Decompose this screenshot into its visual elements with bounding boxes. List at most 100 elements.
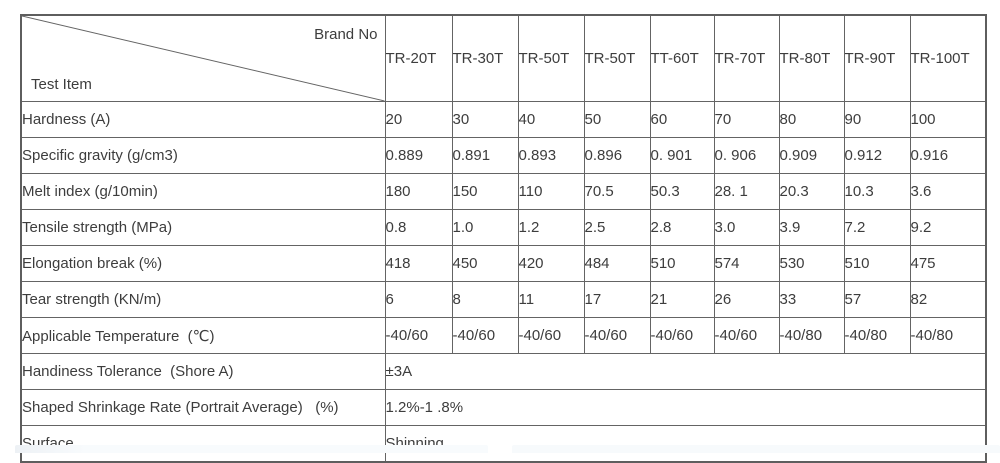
table-row: Tensile strength (MPa) 0.8 1.0 1.2 2.5 2.8 3.0… — [20, 209, 987, 246]
brand-column-header: TR-100T — [909, 14, 987, 102]
table-row-span: Shaped Shrinkage Rate (Portrait Average)… — [20, 389, 987, 426]
header-row: Brand No Test Item TR-20T TR-30T TR-50T TR-… — [20, 14, 987, 102]
cell-value: 574 — [713, 245, 780, 282]
table-body: Hardness (A) 20 30 40 50 60 70 80 90 100 Specific … — [20, 101, 987, 462]
row-label: Melt index (g/10min) — [20, 173, 386, 210]
cell-value: 70.5 — [583, 173, 651, 210]
cell-value: 82 — [909, 281, 987, 318]
span-cell-value: Shinning — [384, 425, 987, 462]
cell-value: 0.8 — [384, 209, 453, 246]
span-cell-value: 1.2%-1 .8% — [384, 389, 987, 426]
cell-value: 0.889 — [384, 137, 453, 174]
cell-value: 40 — [517, 101, 585, 138]
row-label: Handiness Tolerance (Shore A) — [20, 353, 386, 390]
cell-value: 530 — [778, 245, 845, 282]
cell-value: 60 — [649, 101, 715, 138]
cell-value: 0.893 — [517, 137, 585, 174]
cell-value: 70 — [713, 101, 780, 138]
cell-value: 180 — [384, 173, 453, 210]
cell-value: 110 — [517, 173, 585, 210]
cell-value: -40/80 — [909, 317, 987, 354]
brand-column-header: TR-50T — [517, 14, 585, 102]
cell-value: 6 — [384, 281, 453, 318]
cell-value: 20 — [384, 101, 453, 138]
cell-value: 0.896 — [583, 137, 651, 174]
cell-value: -40/60 — [451, 317, 519, 354]
cell-value: 11 — [517, 281, 585, 318]
cell-value: 33 — [778, 281, 845, 318]
cell-value: 2.5 — [583, 209, 651, 246]
cell-value: 0. 901 — [649, 137, 715, 174]
cell-value: 2.8 — [649, 209, 715, 246]
cell-value: 20.3 — [778, 173, 845, 210]
bottom-bar-left — [15, 445, 488, 453]
cell-value: 8 — [451, 281, 519, 318]
cell-value: 418 — [384, 245, 453, 282]
cell-value: 420 — [517, 245, 585, 282]
cell-value: -40/60 — [649, 317, 715, 354]
corner-header-cell: Brand No Test Item — [20, 14, 386, 102]
brand-column-header: TR-20T — [384, 14, 453, 102]
corner-test-item-label: Test Item — [31, 76, 92, 93]
cell-value: -40/60 — [713, 317, 780, 354]
cell-value: 80 — [778, 101, 845, 138]
table-row: Tear strength (KN/m) 6 8 11 17 21 26 33 57 82 — [20, 281, 987, 318]
span-cell-value: ±3A — [384, 353, 987, 390]
cell-value: 0.891 — [451, 137, 519, 174]
row-label: Applicable Temperature (℃) — [20, 317, 386, 354]
cell-value: 0.912 — [843, 137, 911, 174]
cell-value: 0.916 — [909, 137, 987, 174]
row-label: Shaped Shrinkage Rate (Portrait Average)… — [20, 389, 386, 426]
cell-value: 10.3 — [843, 173, 911, 210]
cell-value: 50 — [583, 101, 651, 138]
cell-value: 484 — [583, 245, 651, 282]
bottom-bar-right — [512, 445, 1000, 453]
cell-value: 1.2 — [517, 209, 585, 246]
cell-value: 1.0 — [451, 209, 519, 246]
diagonal-divider — [22, 16, 385, 101]
cell-value: 3.0 — [713, 209, 780, 246]
cell-value: 17 — [583, 281, 651, 318]
cell-value: -40/60 — [384, 317, 453, 354]
cell-value: 510 — [843, 245, 911, 282]
cell-value: -40/80 — [843, 317, 911, 354]
cell-value: 21 — [649, 281, 715, 318]
cell-value: 150 — [451, 173, 519, 210]
cell-value: 100 — [909, 101, 987, 138]
cell-value: 28. 1 — [713, 173, 780, 210]
table-row-span: Handiness Tolerance (Shore A) ±3A — [20, 353, 987, 390]
table-row: Hardness (A) 20 30 40 50 60 70 80 90 100 — [20, 101, 987, 138]
cell-value: 30 — [451, 101, 519, 138]
brand-column-header: TR-30T — [451, 14, 519, 102]
cell-value: 0.909 — [778, 137, 845, 174]
cell-value: 26 — [713, 281, 780, 318]
row-label: Elongation break (%) — [20, 245, 386, 282]
cell-value: 475 — [909, 245, 987, 282]
cell-value: 90 — [843, 101, 911, 138]
brand-column-header: TR-50T — [583, 14, 651, 102]
cell-value: -40/60 — [517, 317, 585, 354]
table-row: Elongation break (%) 418 450 420 484 510 574 53… — [20, 245, 987, 282]
table-row: Melt index (g/10min) 180 150 110 70.5 50.3 28.… — [20, 173, 987, 210]
brand-column-header: TR-80T — [778, 14, 845, 102]
brand-column-header: TT-60T — [649, 14, 715, 102]
brand-column-header: TR-70T — [713, 14, 780, 102]
brand-column-header: TR-90T — [843, 14, 911, 102]
row-label: Specific gravity (g/cm3) — [20, 137, 386, 174]
cell-value: 0. 906 — [713, 137, 780, 174]
table-row-span: Surface Shinning — [20, 425, 987, 462]
cell-value: 57 — [843, 281, 911, 318]
row-label: Surface — [20, 425, 386, 462]
page: Brand No Test Item TR-20T TR-30T TR-50T TR-… — [15, 14, 1000, 463]
spec-table: Brand No Test Item TR-20T TR-30T TR-50T TR-… — [20, 14, 987, 463]
cell-value: 450 — [451, 245, 519, 282]
cell-value: 510 — [649, 245, 715, 282]
cell-value: 7.2 — [843, 209, 911, 246]
cell-value: 50.3 — [649, 173, 715, 210]
cell-value: -40/80 — [778, 317, 845, 354]
cell-value: -40/60 — [583, 317, 651, 354]
row-label: Hardness (A) — [20, 101, 386, 138]
row-label: Tensile strength (MPa) — [20, 209, 386, 246]
corner-brand-label: Brand No — [314, 26, 378, 43]
cell-value: 9.2 — [909, 209, 987, 246]
